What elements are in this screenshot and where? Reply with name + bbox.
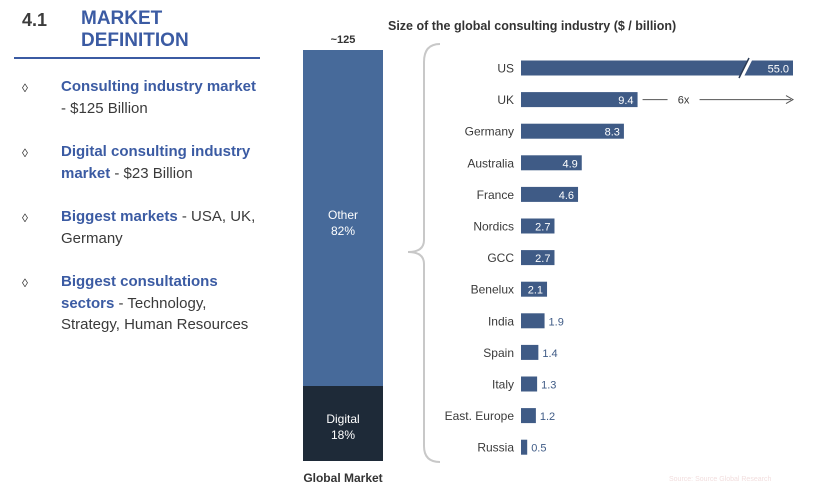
category-label: Australia [467,156,514,170]
bullet-item: ◊ Digital consulting industry market - $… [22,141,262,184]
value-label: 4.6 [559,190,574,202]
category-label: UK [497,93,514,107]
bullet-bold-text: Biggest consultations sectors [61,273,218,312]
digital-segment [303,386,383,461]
bullet-text: - Technology, Strategy, Human Resources [61,294,249,334]
bar [521,376,538,392]
bar [521,186,579,202]
bar [521,250,555,266]
category-label: India [488,314,514,328]
bars-group: US 55.0 UK 9.4 Germany 8.3 Australia 4.9 France 4… [445,57,795,455]
grouping-brace [407,43,441,463]
category-label: Germany [465,125,514,139]
category-label: Spain [483,346,514,360]
category-label: France [477,188,515,202]
other-segment-share: 82% [330,224,356,238]
global-market-label: Global Market [303,471,383,485]
value-label: 0.5 [531,443,546,455]
value-label: 2.7 [535,222,550,234]
category-label: East. Europe [445,409,515,423]
value-label: 1.3 [541,380,556,392]
bullet-bold-text: Biggest markets [61,208,178,225]
category-label: Benelux [471,283,514,297]
category-label: Russia [477,441,514,455]
axis-break-gap [739,57,753,79]
other-segment-label: Other 82% [303,207,383,239]
annotation-arrowhead-icon [785,95,795,105]
category-label: Nordics [473,220,514,234]
global-market-stacked-bar: Other 82% Digital 18% [303,50,383,461]
bullet-item: ◊ Biggest consultations sectors - Techno… [22,271,262,336]
value-label: 1.2 [540,411,555,423]
diamond-bullet-icon: ◊ [22,276,28,290]
section-heading: 4.1 MARKET DEFINITION [14,8,260,59]
bar [521,123,624,139]
bullet-bold-text: Consulting industry market [61,78,257,95]
section-title-line-1: MARKET [81,8,163,29]
digital-segment-label: Digital 18% [303,411,383,443]
value-label: 2.1 [528,285,543,297]
bullet-list: ◊ Consulting industry market - $125 Bill… [22,76,262,358]
other-segment-name: Other [327,208,358,222]
bullet-text: - USA, UK, Germany [61,208,256,247]
value-label: 55.0 [768,64,789,76]
annotation-label: 6x [678,95,690,107]
bullet-item: ◊ Consulting industry market - $125 Bill… [22,76,262,119]
chart-source: Source: Source Global Research [669,476,772,483]
bullet-item: ◊ Biggest markets - USA, UK, Germany [22,206,262,249]
global-market-total-label: ~125 [330,34,356,46]
other-segment [303,50,383,386]
bullet-text: - $125 Billion [61,99,148,117]
value-label: 9.4 [618,95,633,107]
bar [521,60,793,76]
value-label: 8.3 [605,127,620,139]
axis-break-mark [738,57,750,79]
value-label: 4.9 [562,158,577,170]
section-title-line-2: DEFINITION [81,30,189,51]
bullet-text: - $23 Billion [110,164,193,182]
bar [521,344,539,360]
bullet-bold-text: Digital consulting industry market [61,143,251,182]
section-title: MARKET DEFINITION [81,8,260,52]
digital-segment-share: 18% [330,428,356,442]
category-label: GCC [487,251,514,265]
chart-title: Size of the global consulting industry (… [388,19,677,33]
bar [521,155,582,171]
bar [521,218,555,234]
bar [521,281,548,297]
bar [521,408,536,424]
bar [521,313,545,329]
diamond-bullet-icon: ◊ [22,211,28,225]
category-label: Italy [492,378,514,392]
value-label: 1.9 [549,316,564,328]
bar [521,439,528,455]
section-number: 4.1 [22,10,48,30]
value-label: 2.7 [535,253,550,265]
diamond-bullet-icon: ◊ [22,146,28,160]
diamond-bullet-icon: ◊ [22,81,28,95]
category-label: US [497,62,514,76]
value-label: 1.4 [542,348,557,360]
bar [521,92,638,108]
digital-segment-name: Digital [326,412,360,426]
